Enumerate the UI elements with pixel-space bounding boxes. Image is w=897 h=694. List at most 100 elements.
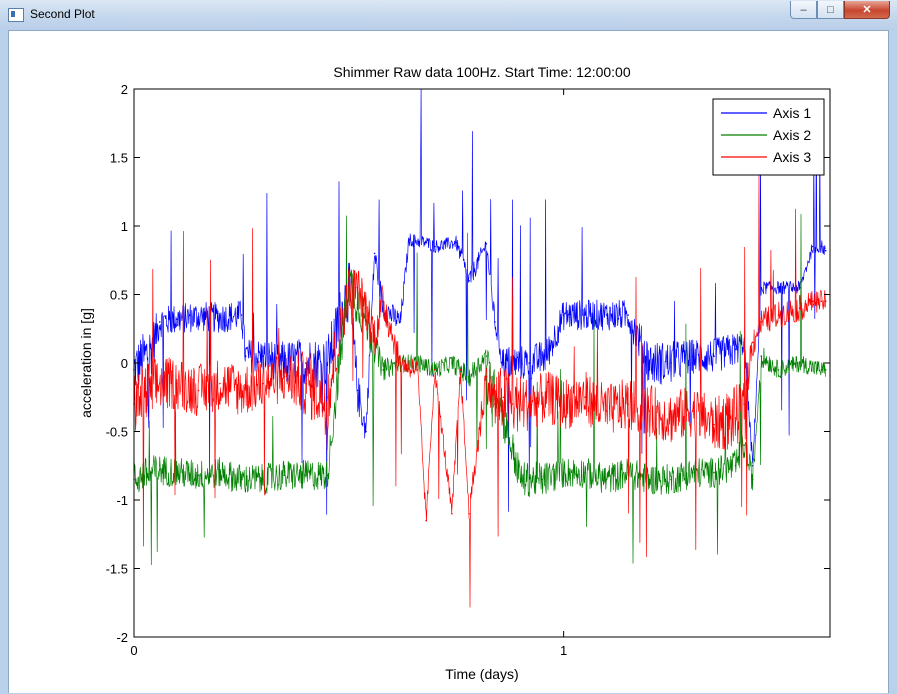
series-3-point <box>240 389 243 392</box>
series-3-point <box>416 369 419 371</box>
series-3-point <box>734 417 737 419</box>
series-1-point <box>820 245 823 248</box>
series-3-point <box>545 396 548 399</box>
series-1-point <box>356 389 359 392</box>
series-2-point <box>713 471 715 474</box>
series-1-point <box>605 314 608 316</box>
series-1-point <box>812 245 814 248</box>
series-3-point <box>433 369 436 371</box>
legend-label-1: Axis 1 <box>773 105 811 121</box>
series-line-2 <box>133 213 827 566</box>
series-1-point <box>305 362 307 364</box>
series-3-point <box>824 300 827 303</box>
y-tick-label: 0.5 <box>110 288 128 303</box>
series-3-point <box>584 396 586 399</box>
series-1-point <box>365 430 367 433</box>
series-3-point <box>777 314 780 316</box>
y-tick-label: -1 <box>116 493 128 508</box>
series-3-point <box>382 300 384 303</box>
series-3-point <box>305 382 307 385</box>
series-2-point <box>382 369 384 371</box>
series-1-point <box>760 286 763 289</box>
chart-title: Shimmer Raw data 100Hz. Start Time: 12:0… <box>333 64 630 80</box>
y-tick-label: 1 <box>121 219 128 234</box>
series-1-point <box>262 355 264 357</box>
series-3-point <box>399 362 402 364</box>
x-axis-label: Time (days) <box>445 666 518 682</box>
series-2-point <box>605 478 608 481</box>
y-tick-label: 1.5 <box>110 151 128 166</box>
series-2-point <box>519 478 522 481</box>
series-1-point <box>283 362 286 364</box>
series-3-point <box>743 403 745 405</box>
series-3-point <box>348 286 350 289</box>
series-1-point <box>244 355 247 357</box>
series-2-point <box>150 471 152 474</box>
series-3-point <box>627 403 629 405</box>
series-1-point <box>494 321 496 323</box>
data-layer <box>133 88 827 608</box>
series-3-point <box>760 321 763 323</box>
series-2-point <box>305 474 307 477</box>
series-3-point <box>365 307 367 310</box>
series-3-point <box>691 410 694 412</box>
legend-label-2: Axis 2 <box>773 127 811 143</box>
series-3-point <box>356 286 359 289</box>
series-2-point <box>326 474 329 477</box>
series-1-point <box>373 252 376 255</box>
series-1-point <box>219 316 221 319</box>
series-3-point <box>820 300 823 303</box>
series-3-point <box>150 389 152 392</box>
close-button[interactable]: ✕ <box>844 1 890 19</box>
series-3-point <box>494 403 496 405</box>
series-2-point <box>691 471 694 474</box>
y-tick-label: -2 <box>116 630 128 645</box>
series-3-point <box>812 300 814 303</box>
figure-window-icon <box>8 8 24 22</box>
legend: Axis 1 Axis 2 Axis 3 <box>712 98 825 176</box>
series-3-point <box>648 410 651 412</box>
series-1-point <box>425 241 427 244</box>
series-3-point <box>176 382 178 385</box>
series-3-point <box>605 410 608 412</box>
series-1-point <box>502 362 505 364</box>
series-1-point <box>528 362 531 364</box>
y-tick-label: -1.5 <box>106 562 128 577</box>
series-1-point <box>799 286 801 289</box>
x-tick-label: 1 <box>560 643 567 658</box>
maximize-button[interactable]: □ <box>817 1 844 19</box>
x-tick-label: 0 <box>130 643 137 658</box>
series-3-point <box>713 423 715 426</box>
series-2-point <box>541 478 543 481</box>
legend-label-3: Axis 3 <box>773 149 811 165</box>
window-titlebar[interactable]: Second Plot – □ ✕ <box>0 0 897 30</box>
y-tick-label: 2 <box>121 82 128 97</box>
series-2-point <box>824 369 827 371</box>
series-1-point <box>455 241 458 244</box>
series-3-point <box>158 382 161 385</box>
series-3-point <box>283 375 286 378</box>
series-1-point <box>158 321 161 323</box>
series-1-point <box>399 321 402 323</box>
series-2-point <box>562 471 565 474</box>
minimize-button[interactable]: – <box>790 1 817 19</box>
series-1-point <box>433 245 436 248</box>
series-1-point <box>468 280 470 282</box>
y-tick-label: 0 <box>121 356 128 371</box>
window-title: Second Plot <box>30 7 95 21</box>
series-3-point <box>511 403 513 405</box>
series-3-point <box>485 375 488 378</box>
series-1-point <box>670 362 672 364</box>
series-3 <box>133 171 827 608</box>
series-2-point <box>670 478 672 481</box>
series-3-point <box>751 341 754 344</box>
series-2-point <box>197 474 200 477</box>
series-2-point <box>648 478 651 481</box>
series-1-point <box>240 314 243 316</box>
series-3-point <box>197 389 200 392</box>
series-3-point <box>799 307 801 310</box>
series-2-point <box>777 369 780 371</box>
series-2-point <box>760 355 763 357</box>
series-3-point <box>468 512 470 515</box>
series-2-point <box>240 478 243 481</box>
